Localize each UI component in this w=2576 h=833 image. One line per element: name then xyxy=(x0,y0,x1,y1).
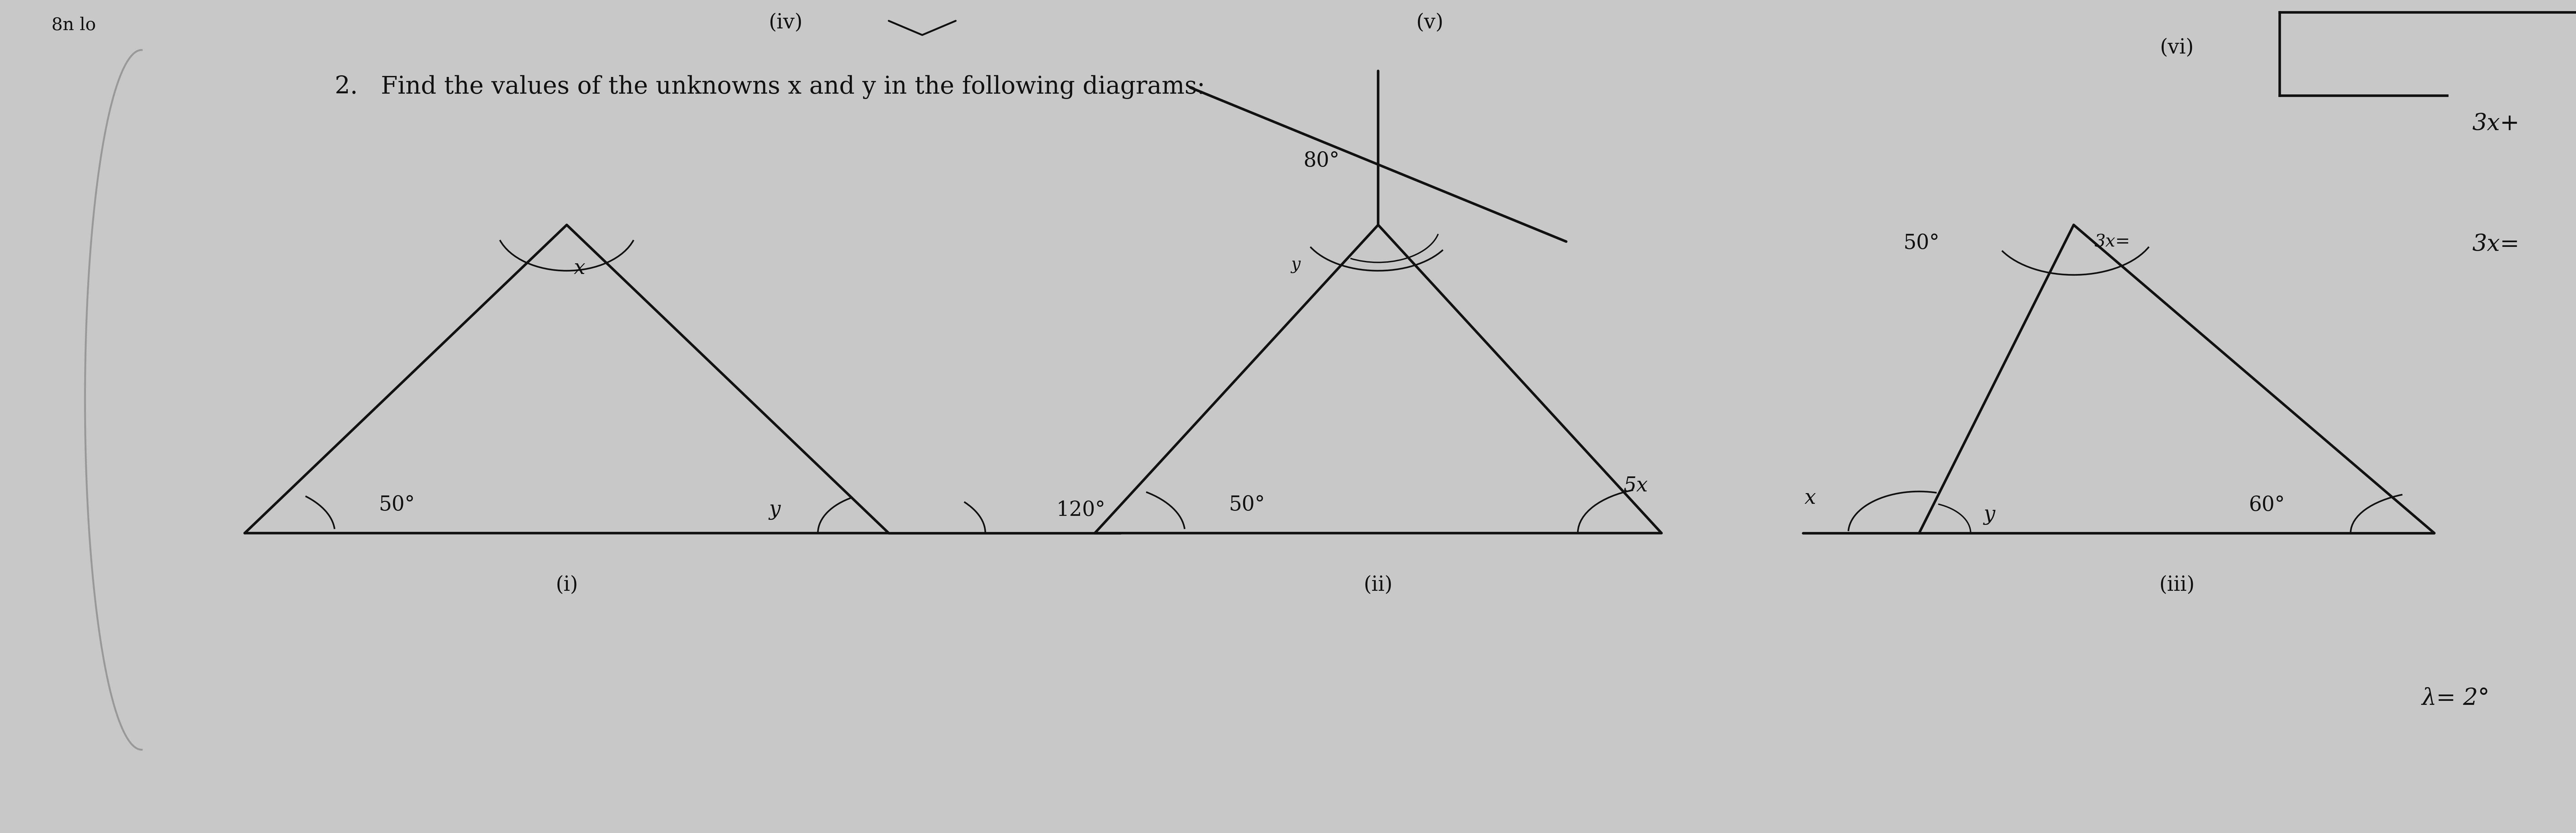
Text: 3x+: 3x+ xyxy=(2473,112,2519,135)
Text: y: y xyxy=(1984,505,1994,525)
Text: (v): (v) xyxy=(1417,12,1443,32)
Text: 120°: 120° xyxy=(1056,500,1105,520)
Text: y: y xyxy=(1291,257,1301,273)
Text: (ii): (ii) xyxy=(1363,575,1394,595)
Text: 3x=: 3x= xyxy=(2094,233,2130,250)
Text: 50°: 50° xyxy=(1229,495,1265,515)
Text: 2.   Find the values of the unknowns x and y in the following diagrams:: 2. Find the values of the unknowns x and… xyxy=(335,75,1206,99)
Text: 50°: 50° xyxy=(379,495,415,515)
Text: 60°: 60° xyxy=(2249,495,2285,515)
Text: y: y xyxy=(770,500,781,520)
Text: (iv): (iv) xyxy=(768,12,804,32)
Text: (i): (i) xyxy=(556,575,577,595)
Text: 50°: 50° xyxy=(1904,233,1940,253)
Text: (iii): (iii) xyxy=(2159,575,2195,595)
Text: 3x=: 3x= xyxy=(2473,233,2519,256)
Text: (vi): (vi) xyxy=(2159,37,2195,57)
Text: 8n lo: 8n lo xyxy=(52,17,95,33)
Text: 80°: 80° xyxy=(1303,151,1340,171)
Text: x: x xyxy=(1806,488,1816,508)
Text: 5x: 5x xyxy=(1623,476,1649,496)
Text: λ= 2°: λ= 2° xyxy=(2421,687,2488,710)
Text: x: x xyxy=(574,258,585,278)
